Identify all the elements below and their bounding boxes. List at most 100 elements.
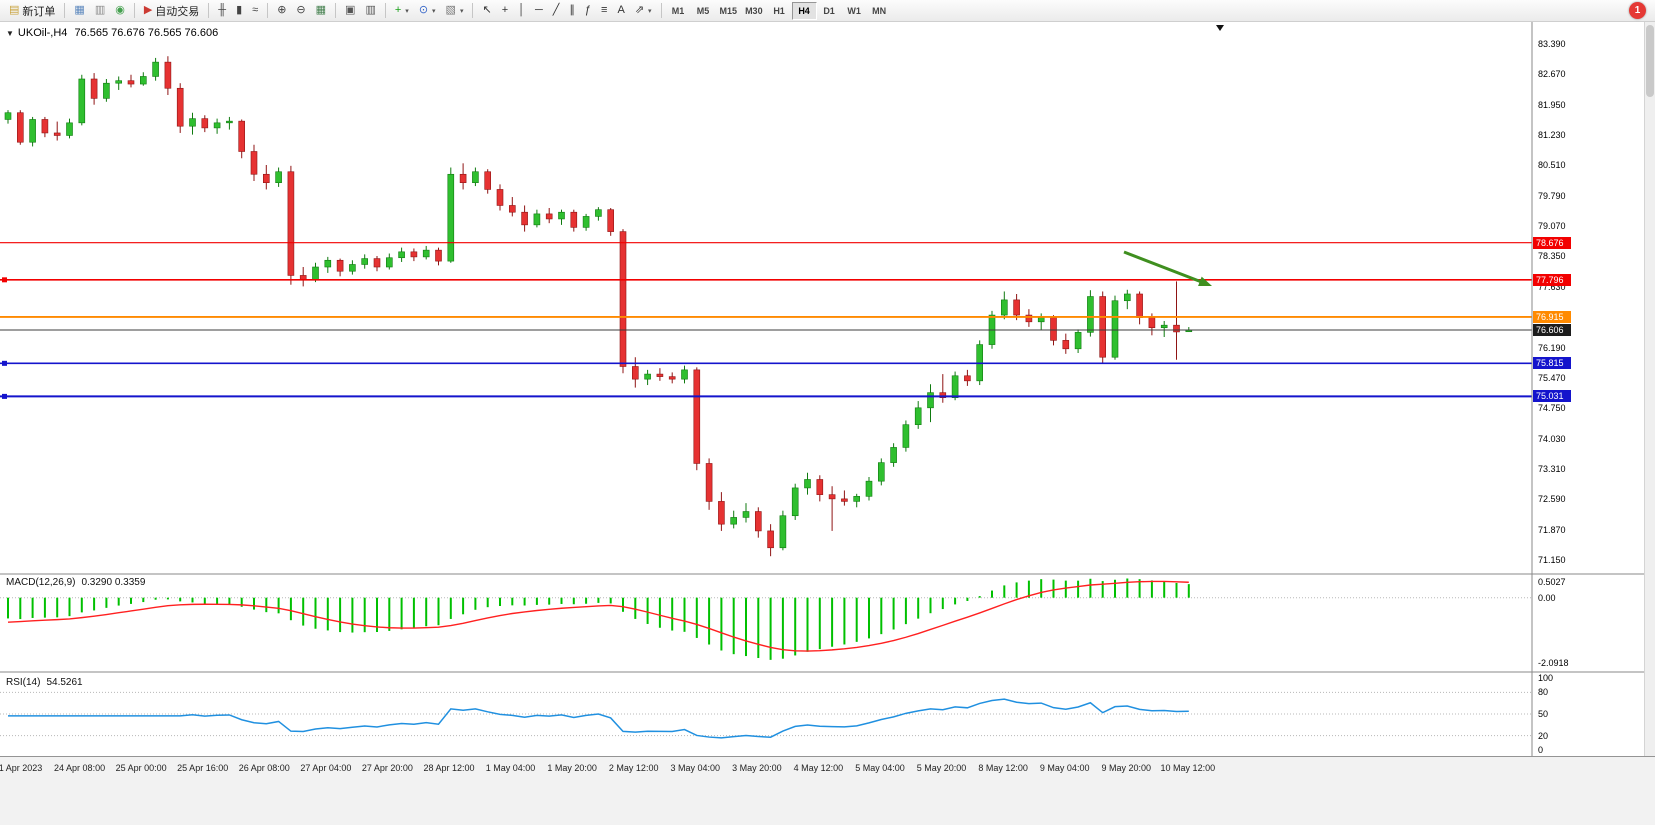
candle-body — [865, 480, 873, 497]
new-order-button[interactable]: ▤ 新订单 — [4, 1, 60, 21]
candle-body — [951, 375, 959, 398]
rsi-axis-label: 80 — [1538, 687, 1549, 698]
candle-body — [730, 517, 738, 525]
chart-dropdown-icon[interactable]: ▼ — [6, 29, 14, 38]
crosshair-button[interactable]: + — [497, 1, 513, 21]
resistance-line-77796-handle[interactable] — [2, 277, 7, 283]
dropdown-caret-icon[interactable]: ▾ — [459, 7, 464, 15]
data-window-button[interactable]: ▥ — [90, 1, 110, 21]
chart-shift-marker-icon[interactable] — [1216, 25, 1224, 31]
timeframe-m1-button[interactable]: M1 — [666, 2, 691, 20]
candle-body — [853, 496, 861, 502]
candle-body — [718, 501, 725, 525]
support-line-75031-handle[interactable] — [2, 393, 7, 399]
toolbar-separator — [660, 3, 662, 18]
periods-button[interactable]: ⊙ ▾ — [414, 1, 441, 21]
candle-body — [250, 151, 258, 175]
candle-body — [607, 209, 615, 232]
scrollbar-thumb[interactable] — [1646, 25, 1654, 97]
navigator-button[interactable]: ◉ — [110, 1, 130, 21]
tile-windows-icon: ▦ — [315, 4, 327, 16]
arrows-button[interactable]: ⇗ ▾ — [630, 1, 657, 21]
support-line-75031-price-badge: 75.031 — [1533, 390, 1571, 403]
candle-body — [804, 479, 811, 489]
candle-body — [668, 376, 676, 380]
candle-body — [1025, 314, 1033, 323]
candle-body — [484, 171, 492, 190]
candle-body — [4, 112, 12, 120]
channel-button[interactable]: ∥ — [564, 1, 580, 21]
auto-trading-button-label: 自动交易 — [155, 5, 200, 18]
zoom-in-button[interactable]: ⊕ — [272, 1, 291, 21]
candle-body — [902, 424, 910, 448]
cursor-button[interactable]: ↖ — [477, 1, 496, 21]
time-axis-label: 27 Apr 20:00 — [361, 763, 413, 773]
time-axis-label: 25 Apr 16:00 — [177, 763, 229, 773]
market-watch-button[interactable]: ▦ — [69, 1, 89, 21]
time-axis-label: 3 May 20:00 — [732, 763, 782, 773]
trendline-button[interactable]: ╱ — [548, 1, 565, 21]
price-tick-label: 71.870 — [1538, 524, 1566, 535]
candlestick-chart-button[interactable]: ▮ — [231, 1, 247, 21]
candle-body — [1148, 317, 1156, 329]
candle-body — [385, 257, 393, 268]
shapes-button[interactable]: ≡ — [596, 1, 612, 21]
candle-body — [164, 61, 172, 89]
cascade-windows-button[interactable]: ▣ — [340, 1, 360, 21]
price-tick-label: 74.750 — [1538, 403, 1566, 414]
candle-body — [779, 515, 787, 549]
line-chart-button[interactable]: ≈ — [247, 1, 263, 21]
price-tick-label: 83.390 — [1538, 39, 1566, 49]
auto-trading-button[interactable]: ▶ 自动交易 — [139, 1, 204, 21]
zoom-out-button[interactable]: ⊖ — [291, 1, 310, 21]
candle-body — [324, 259, 332, 268]
fibonacci-button[interactable]: ƒ — [580, 1, 596, 21]
trend-arrow-head[interactable] — [1198, 276, 1212, 286]
rsi-axis-label: 20 — [1538, 730, 1549, 741]
timeframe-m5-button[interactable]: M5 — [691, 2, 716, 20]
candle-body — [152, 61, 159, 77]
time-axis-label: 3 May 04:00 — [670, 763, 721, 773]
horizontal-line-button[interactable]: ─ — [530, 1, 548, 21]
text-button[interactable]: A — [612, 1, 629, 21]
price-tick-label: 81.230 — [1538, 130, 1566, 141]
timeframe-h1-button[interactable]: H1 — [767, 2, 792, 20]
time-axis-label: 26 Apr 08:00 — [238, 763, 290, 773]
timeframe-mn-button[interactable]: MN — [867, 2, 892, 20]
candle-body — [1037, 317, 1045, 323]
vertical-line-button[interactable]: │ — [513, 1, 530, 21]
fibonacci-icon: ƒ — [584, 4, 592, 16]
time-axis-label: 10 May 12:00 — [1160, 763, 1216, 773]
templates-button[interactable]: ▧ ▾ — [441, 1, 469, 21]
text-icon: A — [617, 4, 625, 16]
price-tick-label: 81.950 — [1538, 99, 1566, 110]
candle-body — [767, 530, 774, 549]
timeframe-d1-button[interactable]: D1 — [817, 2, 842, 20]
right-scrollbar[interactable] — [1644, 22, 1655, 756]
notification-badge[interactable]: 1 — [1629, 2, 1646, 19]
candle-body — [29, 119, 36, 143]
timeframe-m15-button[interactable]: M15 — [716, 2, 742, 20]
toolbar-separator — [64, 3, 66, 18]
trend-arrow[interactable] — [1123, 250, 1206, 285]
tile-windows-button[interactable]: ▦ — [311, 1, 331, 21]
arrange-windows-button[interactable]: ▥ — [360, 1, 380, 21]
support-line-75815-price-badge: 75.815 — [1533, 357, 1571, 370]
support-line-75815-handle[interactable] — [2, 360, 7, 366]
dropdown-caret-icon[interactable]: ▾ — [432, 7, 436, 15]
candle-body — [841, 498, 848, 502]
dropdown-caret-icon[interactable]: ▾ — [648, 7, 652, 15]
candle-body — [742, 511, 750, 518]
bar-chart-button[interactable]: ╫ — [213, 1, 231, 21]
timeframe-m30-button[interactable]: M30 — [741, 2, 767, 20]
line-chart-icon: ≈ — [252, 4, 259, 16]
candle-body — [1099, 296, 1106, 358]
indicators-button[interactable]: + ▾ — [390, 1, 414, 21]
timeframe-w1-button[interactable]: W1 — [842, 2, 867, 20]
time-axis-label: 1 May 04:00 — [485, 763, 536, 773]
crosshair-icon: + — [501, 4, 509, 16]
dropdown-caret-icon[interactable]: ▾ — [405, 7, 409, 15]
resistance-line-78676-price-badge: 78.676 — [1533, 236, 1571, 249]
timeframe-h4-button[interactable]: H4 — [791, 1, 817, 20]
